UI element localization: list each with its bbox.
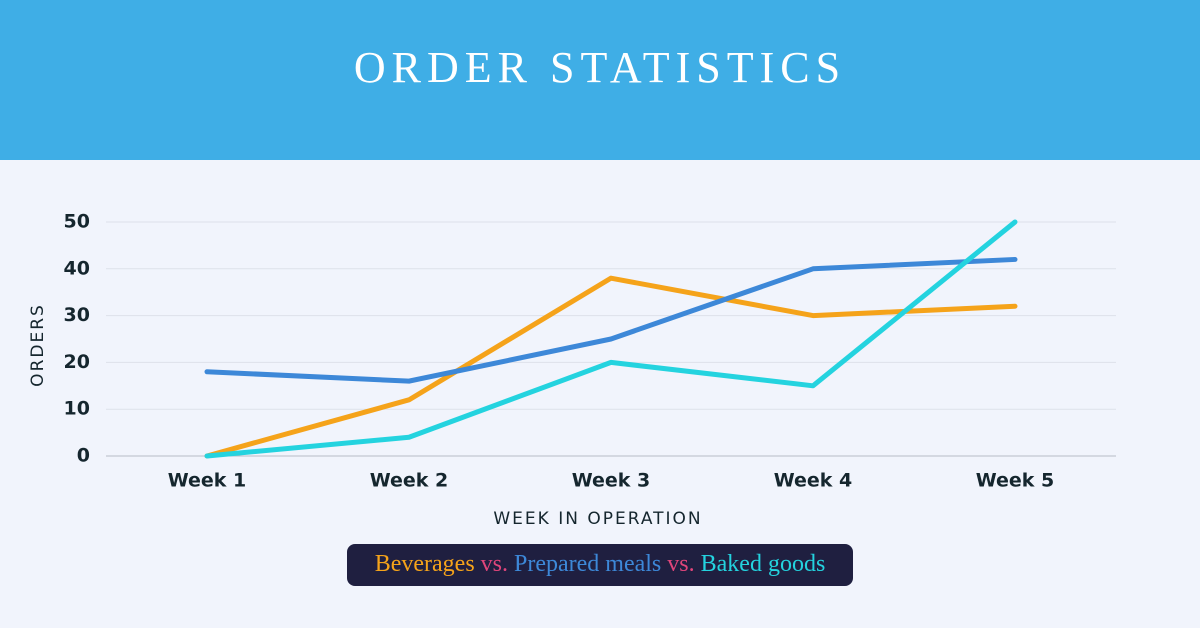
series-line [204, 275, 1018, 459]
legend-text: Beverages vs. Prepared meals vs. Baked g… [375, 551, 826, 577]
y-tick-label: 0 [77, 445, 90, 467]
legend-separator: vs. [667, 551, 694, 577]
chart-title: ORDER STATISTICS [354, 43, 846, 92]
x-tick-label: Week 4 [774, 470, 853, 492]
y-tick-label: 10 [64, 398, 90, 420]
header [0, 0, 1200, 160]
y-tick-label: 50 [64, 211, 90, 233]
y-tick-label: 20 [64, 351, 90, 373]
x-tick-label: Week 3 [572, 470, 651, 492]
x-tick-label: Week 5 [976, 470, 1055, 492]
x-tick-label: Week 2 [370, 470, 449, 492]
y-tick-label: 40 [64, 257, 90, 279]
legend-separator: vs. [481, 551, 508, 577]
x-axis-label: WEEK IN OPERATION [493, 509, 702, 529]
series-line [204, 256, 1018, 384]
legend-entry: Prepared meals [514, 551, 661, 577]
series-line [204, 219, 1018, 459]
x-tick-label: Week 1 [168, 470, 247, 492]
y-axis-label: ORDERS [28, 303, 48, 387]
legend-entry: Beverages [375, 551, 475, 577]
legend [347, 544, 853, 586]
y-tick-label: 30 [64, 304, 90, 326]
legend-entry: Baked goods [701, 551, 826, 577]
